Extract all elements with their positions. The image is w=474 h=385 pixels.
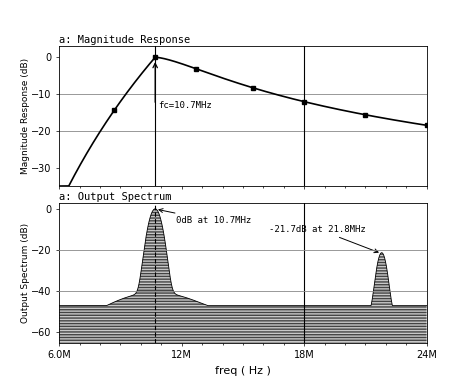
Y-axis label: Magnitude Response (dB): Magnitude Response (dB) [21, 58, 30, 174]
Text: a: Output Spectrum: a: Output Spectrum [59, 192, 172, 202]
Text: 0dB at 10.7MHz: 0dB at 10.7MHz [159, 209, 251, 225]
Text: a: Magnitude Response: a: Magnitude Response [59, 35, 191, 45]
Text: fc=10.7MHz: fc=10.7MHz [158, 100, 212, 110]
Y-axis label: Output Spectrum (dB): Output Spectrum (dB) [21, 223, 30, 323]
X-axis label: freq ( Hz ): freq ( Hz ) [215, 366, 271, 376]
Text: -21.7dB at 21.8MHz: -21.7dB at 21.8MHz [269, 224, 378, 253]
